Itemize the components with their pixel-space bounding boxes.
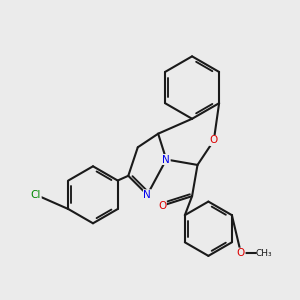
- Text: O: O: [237, 248, 245, 258]
- Text: N: N: [143, 190, 151, 200]
- Text: O: O: [158, 201, 166, 211]
- Text: O: O: [210, 136, 218, 146]
- Text: Cl: Cl: [31, 190, 41, 200]
- Text: CH₃: CH₃: [256, 249, 272, 258]
- Text: N: N: [162, 154, 170, 164]
